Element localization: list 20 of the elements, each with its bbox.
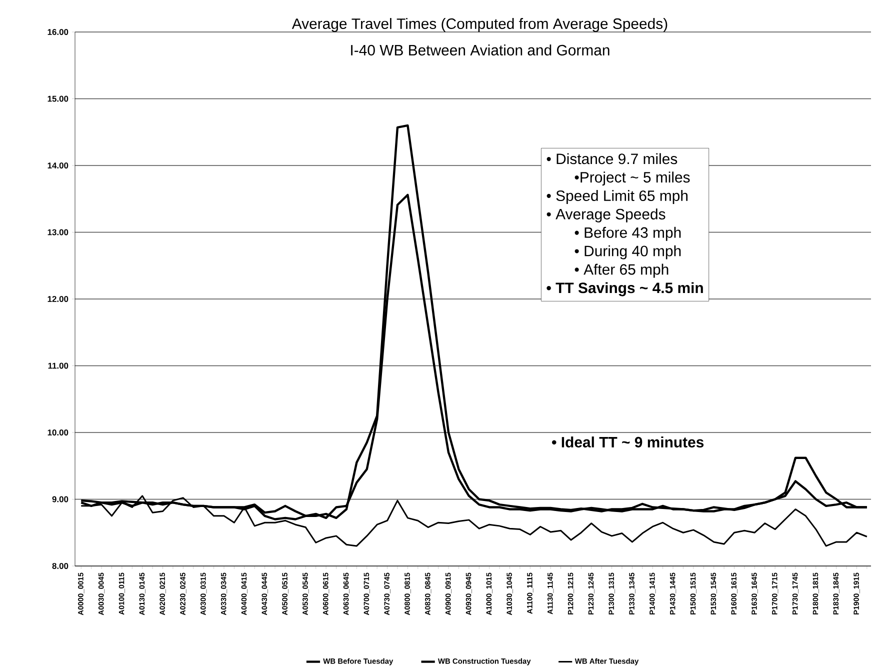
y-tick-label: 15.00 [48, 96, 68, 102]
annotation: • During 40 mph [574, 245, 681, 260]
y-tick-label: 10.00 [48, 429, 68, 436]
annotation: • Speed Limit 65 mph [546, 190, 688, 204]
y-tick-label: 8.00 [52, 562, 68, 569]
annotation: • Ideal TT ~ 9 minutes [552, 436, 704, 448]
y-tick-label: 14.00 [48, 162, 68, 168]
text: I-40 WB Between Aviation and Gorman [351, 44, 610, 56]
annotation: • Distance 9.7 miles [546, 153, 678, 164]
annotation: • Before 43 mph [574, 226, 681, 241]
annotation: • TT Savings ~ 4.5 min [546, 282, 703, 296]
y-tick-label: 9.00 [52, 496, 68, 502]
annotation: •Project ~ 5 miles [574, 172, 690, 186]
y-tick-label: 11.00 [48, 362, 68, 369]
annotation: • After 65 mph [574, 264, 668, 278]
y-tick-label: 16.00 [48, 28, 68, 35]
y-tick-label: 12.00 [48, 296, 68, 302]
chart-title: Average Travel Times (Computed from Average Speeds) [292, 18, 668, 32]
y-tick-label: 13.00 [48, 229, 68, 236]
annotation: • Average Speeds [546, 208, 666, 222]
